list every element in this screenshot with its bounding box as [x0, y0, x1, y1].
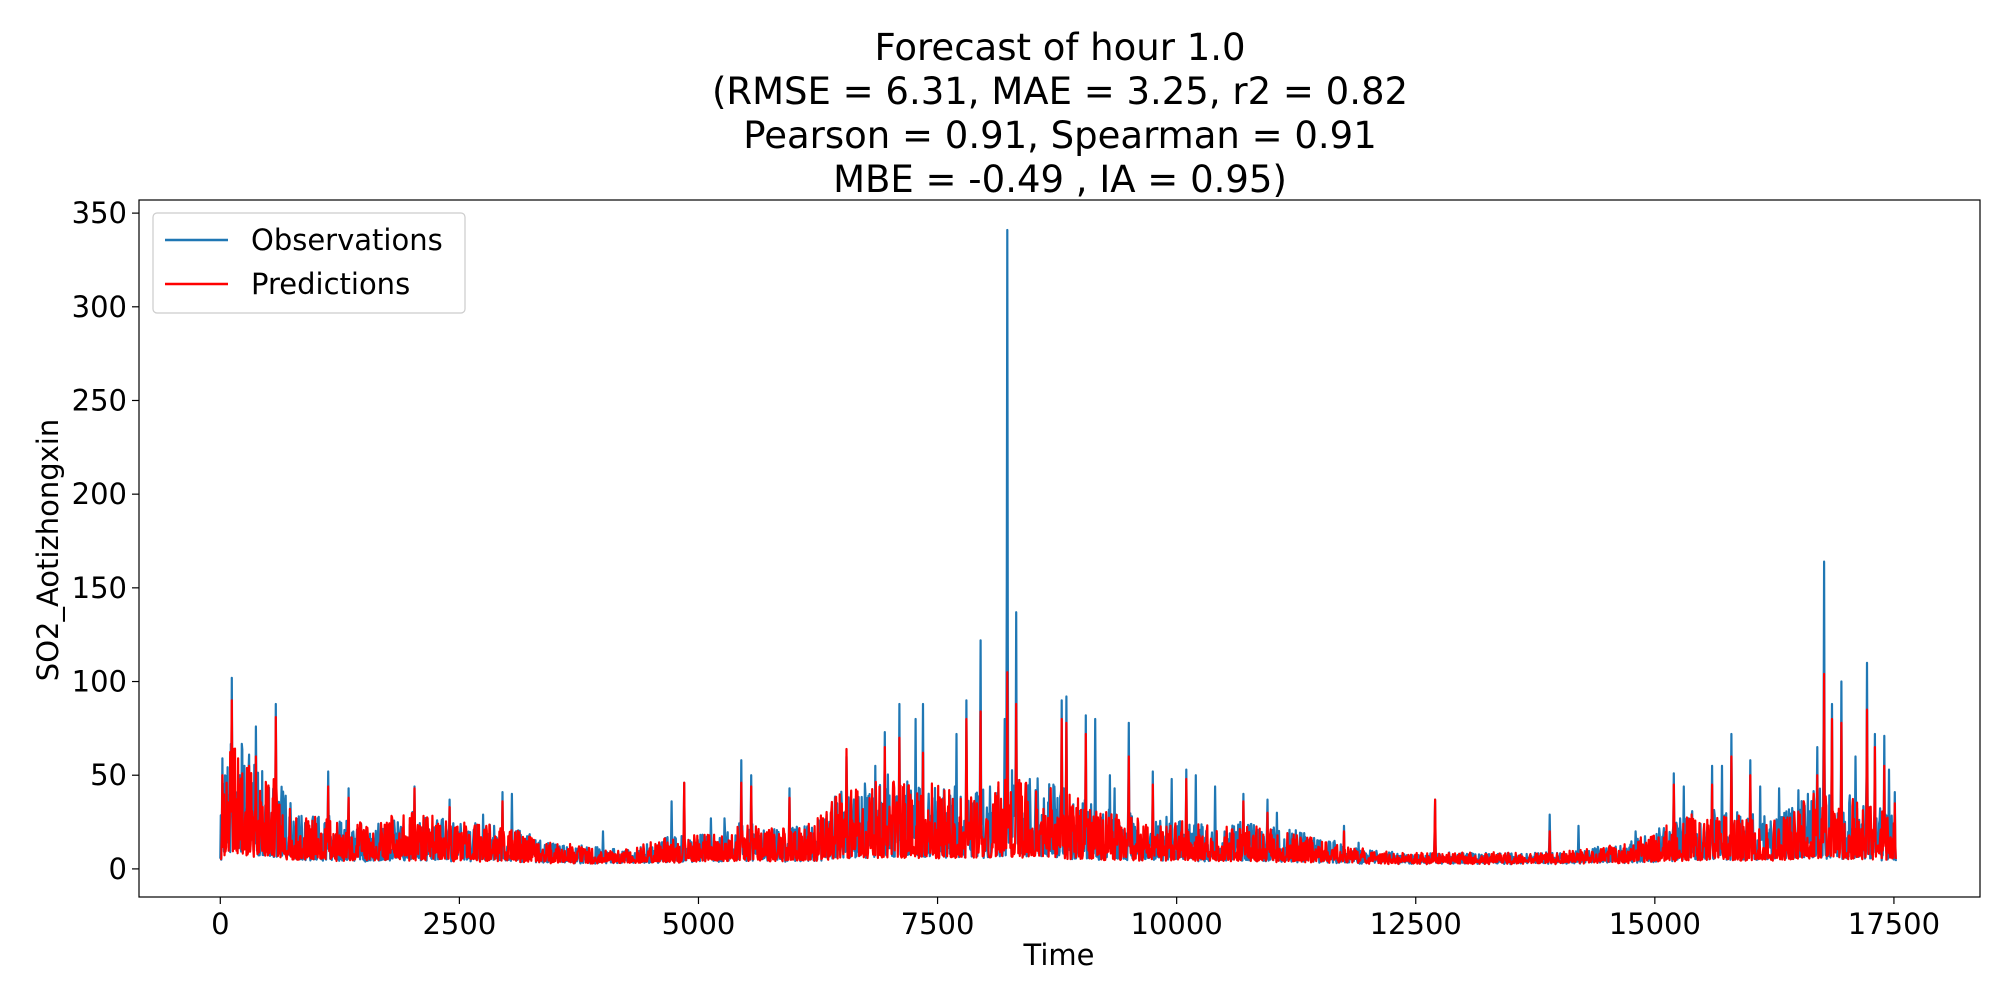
legend-box	[152, 212, 466, 314]
y-tick-label: 0	[109, 852, 127, 886]
x-tick-label: 2500	[422, 907, 496, 941]
plot-frame	[138, 199, 1981, 898]
y-tick-label: 100	[72, 665, 127, 699]
series-line-observations	[219, 228, 1897, 866]
x-axis: 0 2500 5000 7500 10000 12500 15000 17500	[211, 897, 1940, 941]
legend-label-predictions: Predictions	[251, 267, 410, 301]
x-tick-label: 10000	[1131, 907, 1223, 941]
legend: Observations Predictions	[152, 212, 466, 314]
x-tick-label: 15000	[1609, 907, 1701, 941]
title-line-3: Pearson = 0.91, Spearman = 0.91	[743, 114, 1376, 157]
x-tick-label: 17500	[1848, 907, 1940, 941]
title-line-1: Forecast of hour 1.0	[874, 26, 1245, 69]
x-axis-label: Time	[1023, 938, 1095, 972]
x-tick-label: 5000	[662, 907, 736, 941]
y-tick-label: 200	[72, 477, 127, 511]
title-line-2: (RMSE = 6.31, MAE = 3.25, r2 = 0.82	[712, 70, 1408, 113]
y-tick-label: 50	[90, 758, 127, 792]
x-tick-label: 12500	[1370, 907, 1462, 941]
y-tick-label: 150	[72, 571, 127, 605]
series-layer	[219, 228, 1897, 866]
y-axis: 0 50 100 150 200 250 300 350	[72, 196, 139, 886]
y-tick-label: 350	[72, 196, 127, 230]
x-tick-label: 0	[211, 907, 229, 941]
y-tick-label: 250	[72, 383, 127, 417]
y-tick-label: 300	[72, 290, 127, 324]
series-line-predictions	[219, 671, 1897, 866]
chart-title: Forecast of hour 1.0 (RMSE = 6.31, MAE =…	[712, 26, 1408, 201]
legend-label-observations: Observations	[251, 223, 443, 257]
y-axis-label: SO2_Aotizhongxin	[31, 419, 65, 681]
title-line-4: MBE = -0.49 , IA = 0.95)	[833, 158, 1287, 201]
x-tick-label: 7500	[901, 907, 975, 941]
